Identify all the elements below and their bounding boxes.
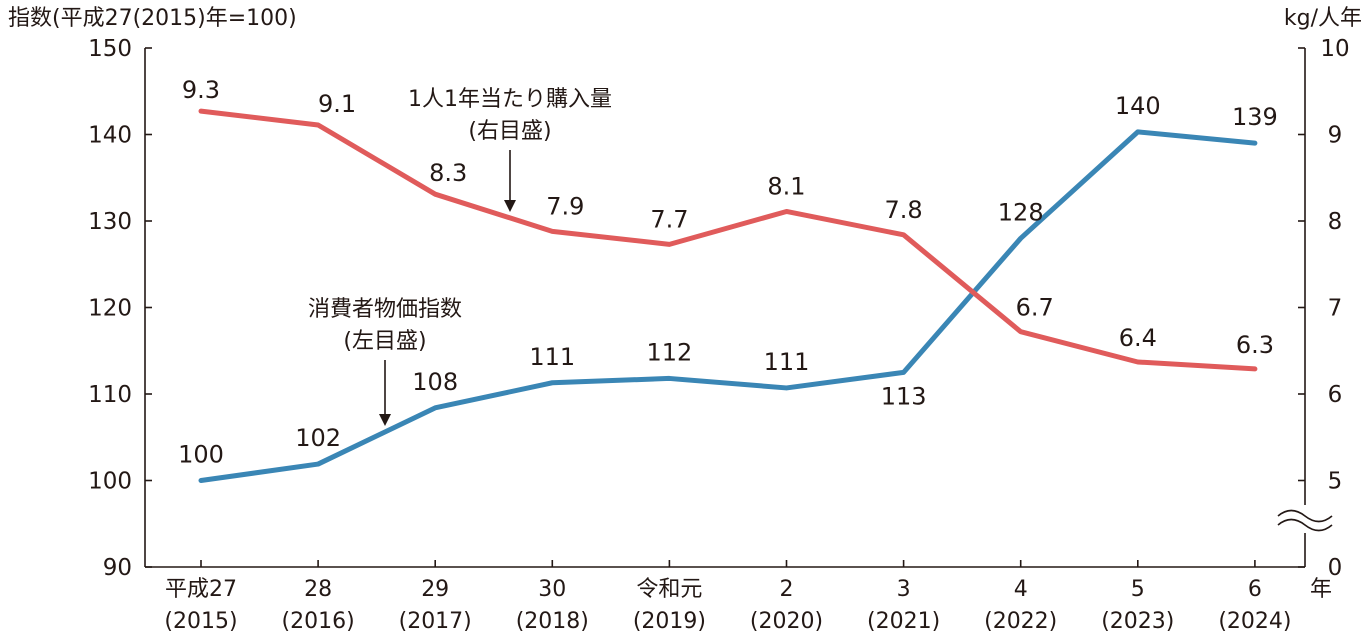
purchase-annotation: 1人1年当たり購入量 (右目盛) <box>408 87 612 212</box>
cpi-data-label: 112 <box>646 338 692 366</box>
cpi-data-label: 108 <box>412 368 458 396</box>
right-tick-label: 10 <box>1320 36 1349 62</box>
x-tick-sublabel: (2023) <box>1101 609 1174 634</box>
x-tick-label: 30 <box>538 577 566 602</box>
purchase-annotation-line1: 1人1年当たり購入量 <box>408 87 612 112</box>
x-tick-sublabel: (2022) <box>984 609 1057 634</box>
purchase-data-label: 6.4 <box>1119 324 1157 352</box>
purchase-data-label: 6.7 <box>1016 294 1054 322</box>
cpi-series-line <box>198 129 1258 483</box>
right-tick-label: 6 <box>1328 382 1343 408</box>
purchase-data-label: 6.3 <box>1236 331 1274 359</box>
purchase-data-label: 7.8 <box>885 196 923 224</box>
cpi-data-label: 140 <box>1115 92 1161 120</box>
purchase-data-label: 9.1 <box>318 90 356 118</box>
x-tick-label: 平成27 <box>165 577 237 602</box>
cpi-arrowhead-icon <box>379 414 391 426</box>
purchase-annotation-line2: (右目盛) <box>468 119 551 144</box>
x-axis: 平成27 (2015) 28 (2016) 29 (2017) 30 (2018) 令和元 (20… <box>164 560 1332 634</box>
x-tick-label: 6 <box>1248 577 1262 602</box>
purchase-data-label: 8.1 <box>767 172 805 200</box>
cpi-annotation-line2: (左目盛) <box>343 329 426 354</box>
series-layer <box>198 108 1258 483</box>
right-tick-label: 0 <box>1328 555 1343 581</box>
left-axis-title: 指数(平成27(2015)年=100) <box>8 6 297 31</box>
left-tick-label: 130 <box>88 209 132 235</box>
right-axis-title: kg/人年 <box>1284 6 1362 31</box>
cpi-data-label: 100 <box>178 441 224 469</box>
x-tick-sublabel: (2015) <box>164 609 237 634</box>
cpi-data-label: 128 <box>998 198 1044 226</box>
cpi-annotation: 消費者物価指数 (左目盛) <box>308 297 462 426</box>
x-tick-sublabel: (2020) <box>750 609 823 634</box>
right-tick-label: 8 <box>1328 209 1343 235</box>
purchase-data-label: 9.3 <box>182 76 220 104</box>
purchase-data-label: 7.9 <box>546 192 584 220</box>
right-tick-label: 7 <box>1328 296 1343 322</box>
right-tick-label: 9 <box>1328 123 1343 149</box>
cpi-data-label: 102 <box>295 424 341 452</box>
x-tick-label: 令和元 <box>636 577 702 602</box>
x-tick-sublabel: (2021) <box>867 609 940 634</box>
x-tick-label: 2 <box>780 577 794 602</box>
x-tick-sublabel: (2019) <box>633 609 706 634</box>
left-tick-label: 90 <box>103 555 132 581</box>
x-tick-sublabel: (2018) <box>516 609 589 634</box>
right-axis: 0 5 6 7 8 9 10 <box>1298 36 1350 581</box>
left-axis: 90 100 110 120 130 140 150 <box>88 36 152 581</box>
cpi-data-label: 139 <box>1232 103 1278 131</box>
cpi-data-label: 113 <box>881 382 927 410</box>
cpi-data-label: 111 <box>529 343 575 371</box>
right-tick-label: 5 <box>1328 469 1343 495</box>
left-tick-label: 150 <box>88 36 132 62</box>
x-tick-label: 5 <box>1131 577 1145 602</box>
cpi-annotation-line1: 消費者物価指数 <box>308 297 462 322</box>
x-tick-label: 29 <box>421 577 449 602</box>
purchase-series-line <box>198 108 1258 372</box>
purchase-data-label: 7.7 <box>650 205 688 233</box>
purchase-data-label: 8.3 <box>429 159 467 187</box>
cpi-data-label: 111 <box>764 348 810 376</box>
x-tick-label: 3 <box>897 577 911 602</box>
left-tick-label: 110 <box>88 382 132 408</box>
x-tick-label: 28 <box>304 577 332 602</box>
left-tick-label: 120 <box>88 296 132 322</box>
x-tick-sublabel: (2017) <box>399 609 472 634</box>
x-tick-sublabel: (2016) <box>282 609 355 634</box>
purchase-arrowhead-icon <box>504 200 516 212</box>
x-tick-sublabel: (2024) <box>1218 609 1291 634</box>
left-tick-label: 100 <box>88 469 132 495</box>
data-labels: 100 102 108 111 112 111 113 128 140 139 9.3 9.1 8.3 7… <box>178 76 1278 468</box>
x-tick-label: 4 <box>1014 577 1028 602</box>
axis-break-icon <box>1276 506 1336 532</box>
x-axis-unit: 年 <box>1310 577 1332 602</box>
left-tick-label: 140 <box>88 123 132 149</box>
